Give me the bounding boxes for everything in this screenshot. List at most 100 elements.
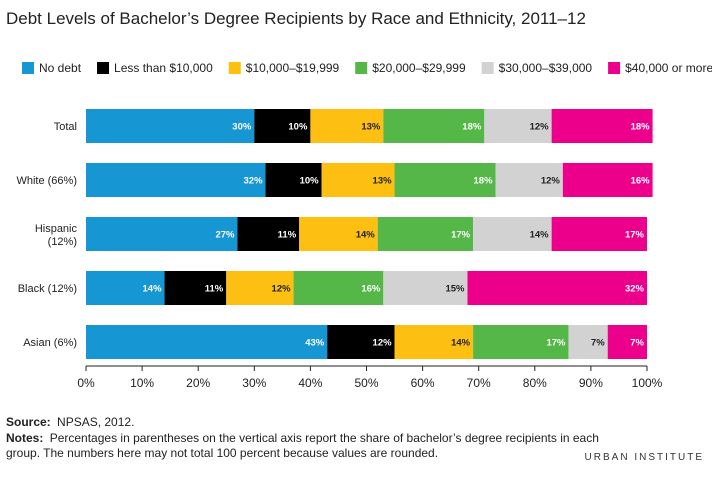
bar-segment-black-12-no-debt xyxy=(86,271,165,305)
legend-label-20-000-29-999: $20,000–$29,999 xyxy=(372,61,466,75)
data-label-total-10-000-19-999: 13% xyxy=(361,122,381,133)
x-tick-label-9: 90% xyxy=(579,376,603,390)
data-label-white-66-20-000-29-999: 18% xyxy=(474,176,494,187)
bar-row-white-66: 32% 10% 13% 18% 12% 16% xyxy=(86,163,653,197)
legend-swatch-20-000-29-999 xyxy=(355,62,368,74)
data-label-asian-6-30-000-39-000: 7% xyxy=(591,338,605,349)
data-label-asian-6-20-000-29-999: 17% xyxy=(546,338,566,349)
bar-segment-hispanic-12-no-debt xyxy=(86,217,238,251)
data-label-white-66-less-than-10-000: 10% xyxy=(300,176,320,187)
x-tick-label-8: 80% xyxy=(523,376,547,390)
bar-segment-hispanic-12-10-000-19-999 xyxy=(299,217,378,251)
data-label-black-12-20-000-29-999: 16% xyxy=(361,284,381,295)
bar-segment-white-66-less-than-10-000 xyxy=(265,163,322,197)
x-tick-label-4: 40% xyxy=(298,376,322,390)
bar-row-hispanic-12: 27% 11% 14% 17% 14% 17% xyxy=(86,217,647,251)
category-label-black-12: Black (12%) xyxy=(18,283,77,295)
data-label-white-66-40-000-or-more: 16% xyxy=(631,176,651,187)
legend-swatch-30-000-39-000 xyxy=(481,62,494,74)
bar-segment-total-10-000-19-999 xyxy=(310,109,384,143)
notes-line-2: group. The numbers here may not total 10… xyxy=(6,446,438,460)
x-tick-label-2: 20% xyxy=(186,376,210,390)
category-labels: Total White (66%) Hispanic (12%) Black (12%)… xyxy=(16,121,77,349)
source-label: Source: xyxy=(6,415,51,429)
bar-segment-asian-6-10-000-19-999 xyxy=(394,325,474,359)
data-label-hispanic-12-no-debt: 27% xyxy=(215,230,235,241)
footer: Source: NPSAS, 2012. Notes: Percentages … xyxy=(6,415,599,460)
bar-segment-white-66-30-000-39-000 xyxy=(495,163,563,197)
legend-label-40-000-or-more: $40,000 or more xyxy=(625,61,712,75)
bar-segment-asian-6-less-than-10-000 xyxy=(327,325,395,359)
bar-segment-hispanic-12-20-000-29-999 xyxy=(377,217,474,251)
legend-label-10-000-19-999: $10,000–$19,999 xyxy=(246,61,340,75)
data-label-asian-6-less-than-10-000: 12% xyxy=(373,338,393,349)
category-label-white-66: White (66%) xyxy=(16,175,77,187)
data-label-total-40-000-or-more: 18% xyxy=(631,122,651,133)
x-tick-label-0: 0% xyxy=(77,376,95,390)
bar-row-asian-6: 43% 12% 14% 17% 7% 7% xyxy=(86,325,647,359)
bar-segment-asian-6-no-debt xyxy=(86,325,328,359)
data-label-white-66-10-000-19-999: 13% xyxy=(373,176,393,187)
legend-label-less-than-10-000: Less than $10,000 xyxy=(114,61,213,75)
data-label-black-12-no-debt: 14% xyxy=(143,284,163,295)
data-label-black-12-10-000-19-999: 12% xyxy=(272,284,292,295)
bar-segment-total-20-000-29-999 xyxy=(383,109,485,143)
notes-line-1: Notes: Percentages in parentheses on the… xyxy=(6,431,599,445)
source-line: Source: NPSAS, 2012. xyxy=(6,415,134,429)
notes-text-1: Percentages in parentheses on the vertic… xyxy=(50,431,599,445)
legend-swatch-10-000-19-999 xyxy=(228,62,241,74)
data-label-black-12-less-than-10-000: 11% xyxy=(205,284,224,295)
data-label-total-less-than-10-000: 10% xyxy=(288,122,308,133)
bar-segment-white-66-20-000-29-999 xyxy=(394,163,496,197)
legend-swatch-40-000-or-more xyxy=(608,62,621,74)
legend-label-no-debt: No debt xyxy=(39,61,82,75)
x-tick-label-3: 30% xyxy=(242,376,266,390)
data-label-hispanic-12-20-000-29-999: 17% xyxy=(451,230,471,241)
data-label-white-66-30-000-39-000: 12% xyxy=(541,176,561,187)
chart-title: Debt Levels of Bachelor’s Degree Recipie… xyxy=(6,9,586,28)
legend-label-30-000-39-000: $30,000–$39,000 xyxy=(499,61,593,75)
bar-segment-black-12-20-000-29-999 xyxy=(293,271,384,305)
x-tick-label-7: 70% xyxy=(467,376,491,390)
bar-segment-asian-6-20-000-29-999 xyxy=(473,325,569,359)
data-label-white-66-no-debt: 32% xyxy=(244,176,264,187)
bar-segment-hispanic-12-less-than-10-000 xyxy=(237,217,300,251)
bar-segment-total-30-000-39-000 xyxy=(484,109,552,143)
bar-segment-white-66-10-000-19-999 xyxy=(321,163,395,197)
source-text: NPSAS, 2012. xyxy=(57,415,134,429)
bar-segment-black-12-40-000-or-more xyxy=(467,271,647,305)
data-label-hispanic-12-40-000-or-more: 17% xyxy=(625,230,645,241)
bar-segment-black-12-10-000-19-999 xyxy=(226,271,294,305)
bar-segment-total-no-debt xyxy=(86,109,255,143)
data-label-hispanic-12-less-than-10-000: 11% xyxy=(278,230,297,241)
bar-row-total: 30% 10% 13% 18% 12% 18% xyxy=(86,109,653,143)
data-label-black-12-30-000-39-000: 15% xyxy=(445,284,465,295)
data-label-asian-6-40-000-or-more: 7% xyxy=(630,338,644,349)
data-label-total-20-000-29-999: 18% xyxy=(462,122,482,133)
data-label-black-12-40-000-or-more: 32% xyxy=(625,284,645,295)
data-label-asian-6-10-000-19-999: 14% xyxy=(451,338,471,349)
data-label-hispanic-12-10-000-19-999: 14% xyxy=(356,230,376,241)
data-label-total-no-debt: 30% xyxy=(232,122,252,133)
bar-segment-total-less-than-10-000 xyxy=(254,109,311,143)
x-tick-label-1: 10% xyxy=(130,376,154,390)
bars: 30% 10% 13% 18% 12% 18% 32% 10% 13% 18% 12% 16% 27% 1… xyxy=(86,109,653,359)
bar-segment-white-66-no-debt xyxy=(86,163,266,197)
notes-label: Notes: xyxy=(6,431,43,445)
legend-swatch-less-than-10-000 xyxy=(97,62,110,74)
x-tick-label-6: 60% xyxy=(411,376,435,390)
bar-segment-total-40-000-or-more xyxy=(551,109,653,143)
x-tick-label-10: 100% xyxy=(632,376,663,390)
bar-segment-asian-6-40-000-or-more xyxy=(607,325,647,359)
bar-segment-white-66-40-000-or-more xyxy=(562,163,653,197)
data-label-asian-6-no-debt: 43% xyxy=(305,338,325,349)
bar-segment-hispanic-12-30-000-39-000 xyxy=(473,217,552,251)
data-label-hispanic-12-30-000-39-000: 14% xyxy=(530,230,550,241)
legend: No debt Less than $10,000 $10,000–$19,999 $… xyxy=(22,61,712,75)
category-label-total: Total xyxy=(54,121,77,133)
x-tick-label-5: 50% xyxy=(354,376,378,390)
bar-segment-black-12-less-than-10-000 xyxy=(164,271,227,305)
data-label-total-30-000-39-000: 12% xyxy=(530,122,550,133)
bar-row-black-12: 14% 11% 12% 16% 15% 32% xyxy=(86,271,647,305)
